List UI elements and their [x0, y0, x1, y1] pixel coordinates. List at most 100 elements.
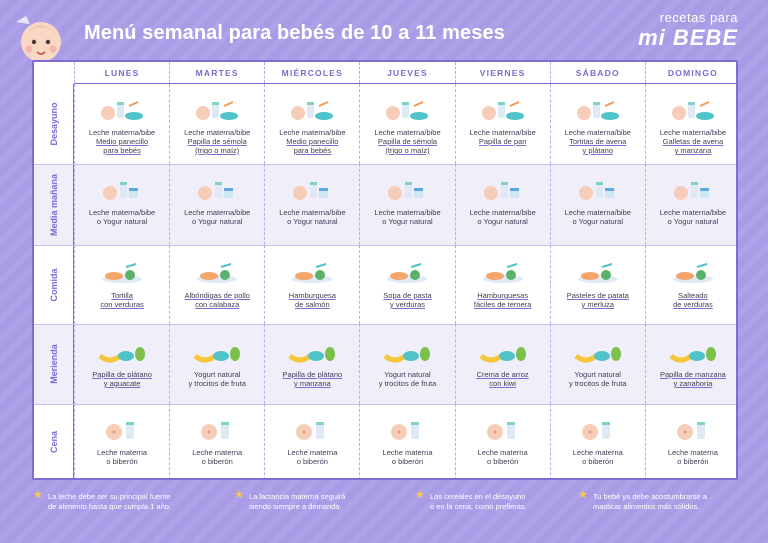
breakfast-icon	[667, 100, 719, 122]
menu-cell: Crema de arroz con kiwi	[454, 324, 550, 404]
breakfast-icon	[381, 100, 433, 122]
meal-icon	[191, 263, 243, 285]
menu-cell-line-2: y trocitos de fruta	[378, 379, 437, 388]
menu-cell-line-1: Tortilla	[111, 291, 133, 300]
menu-cell-line-2: o biberón	[296, 457, 328, 466]
menu-cell-line-2: de salmón	[295, 300, 330, 309]
note-2-line-1: La lactancia materna seguirá	[249, 492, 346, 501]
meal-label-cell: Merienda	[34, 324, 74, 404]
menu-cell-line-1: Pasteles de patata	[566, 291, 629, 300]
day-lunes: LUNES	[74, 62, 169, 83]
menu-cell: Leche materna/bibe o Yogur natural	[264, 164, 359, 245]
menu-cell-line-2: con kiwi	[489, 379, 516, 388]
menu-cell-line-1: Hamburguesa	[288, 291, 336, 300]
menu-cell-line-1: Papilla de manzana	[659, 370, 726, 379]
milk-yogurt-icon	[286, 180, 338, 202]
note-4-line-1: Tu bebé ya debe acostumbrarse a	[593, 492, 707, 501]
snack-icon	[381, 342, 433, 364]
meal-icon	[286, 263, 338, 285]
menu-cell-line-1: Leche materna/bibe	[469, 128, 536, 137]
menu-cell: Leche materna/bibe Tortitas de avena y plá…	[549, 84, 645, 164]
milk-bottle-icon	[96, 420, 148, 442]
day-miercoles: MIÉRCOLES	[264, 62, 359, 83]
menu-cell-line-3: (trigo o maíz)	[195, 146, 240, 155]
menu-cell-line-2: o Yogur natural	[191, 217, 243, 226]
star-icon: ★	[234, 489, 244, 501]
menu-cell-line-1: Albóndigas de pollo	[184, 291, 250, 300]
menu-cell: Leche materna/bibe o Yogur natural	[359, 164, 454, 245]
meal-label: Media mañana	[48, 173, 59, 236]
menu-cell-line-1: Leche materna/bibe	[564, 128, 631, 137]
menu-cell-line-2: o Yogur natural	[287, 217, 338, 226]
menu-cell-line-2: Papilla de sémola	[377, 137, 438, 146]
day-viernes: VIERNES	[454, 62, 550, 83]
note-1-line-1: La leche debe ser su principal fuente	[48, 492, 171, 501]
menu-cell-line-1: Leche materna/bibe	[88, 128, 156, 137]
menu-cell: Leche materna o biberón	[549, 404, 645, 478]
menu-cell-line-2: o biberón	[677, 457, 709, 466]
menu-cell: Tortilla con verduras	[74, 245, 169, 324]
menu-cell-line-1: Leche materna	[287, 448, 338, 457]
meal-label-cell: Cena	[34, 404, 74, 478]
menu-cell-line-1: Leche materna	[382, 448, 433, 457]
menu-cell-line-2: con calabaza	[195, 300, 240, 309]
menu-cell-line-1: Leche materna	[97, 448, 148, 457]
row-divider	[34, 164, 736, 165]
row-divider	[34, 404, 736, 405]
menu-cell: Leche materna o biberón	[169, 404, 264, 478]
note-3-line-2: o en la cena, como prefieras.	[430, 501, 527, 511]
menu-cell-line-3: para bebés	[293, 146, 332, 155]
menu-cell-line-2: Medio panecillo	[286, 137, 339, 146]
note-2-line-2: siendo siempre a demanda.	[249, 501, 342, 511]
row-merienda: Merienda Papilla de plátano y aguacate Yogu…	[34, 324, 736, 404]
menu-cell-line-2: o Yogur natural	[667, 217, 719, 226]
snack-icon	[286, 342, 338, 364]
menu-cell-line-2: Galletas de avena	[662, 137, 724, 146]
menu-cell-line-2: de verduras	[673, 300, 713, 309]
meal-icon	[572, 263, 624, 285]
meal-label-cell: Media mañana	[34, 164, 74, 245]
page-title: Menú semanal para bebés de 10 a 11 meses	[84, 22, 505, 44]
menu-cell-line-1: Leche materna/bibe	[659, 208, 727, 217]
brand-top: recetas para	[659, 10, 738, 25]
snack-icon	[96, 342, 148, 364]
milk-yogurt-icon	[191, 180, 243, 202]
day-sabado: SÁBADO	[549, 62, 645, 83]
day-martes: MARTES	[169, 62, 264, 83]
day-domingo: DOMINGO	[644, 62, 736, 83]
menu-cell: Papilla de plátano y aguacate	[74, 324, 169, 404]
menu-cell: Papilla de plátano y manzana	[264, 324, 359, 404]
menu-cell-line-2: o Yogur natural	[96, 217, 148, 226]
milk-yogurt-icon	[667, 180, 719, 202]
milk-yogurt-icon	[477, 180, 529, 202]
menu-cell: Leche materna o biberón	[359, 404, 454, 478]
snack-icon	[191, 342, 243, 364]
milk-bottle-icon	[381, 420, 433, 442]
menu-cell: Leche materna o biberón	[454, 404, 550, 478]
snack-icon	[572, 342, 624, 364]
menu-cell: Sopa de pasta y verduras	[359, 245, 454, 324]
menu-cell-line-1: Leche materna/bibe	[88, 208, 156, 217]
meal-label: Desayuno	[48, 102, 59, 146]
menu-cell-line-2: o biberón	[582, 457, 614, 466]
menu-cell: Papilla de manzana y zanahoria	[644, 324, 736, 404]
menu-cell: Leche materna/bibe o Yogur natural	[74, 164, 169, 245]
menu-cell-line-2: o Yogur natural	[477, 217, 528, 226]
menu-cell-line-1: Leche materna/bibe	[279, 208, 346, 217]
menu-cell: Leche materna o biberón	[644, 404, 736, 478]
menu-cell-line-1: Leche materna/bibe	[659, 128, 727, 137]
menu-cell-line-2: y aguacate	[103, 379, 141, 388]
baby-face-icon	[16, 16, 61, 62]
milk-bottle-icon	[572, 420, 624, 442]
menu-cell-line-2: y merluza	[581, 300, 615, 309]
menu-cell-line-1: Leche materna/bibe	[374, 128, 441, 137]
menu-cell-line-3: y plátano	[582, 146, 613, 155]
menu-cell-line-3: (trigo o maíz)	[385, 146, 430, 155]
menu-cell-line-2: con verduras	[100, 300, 144, 309]
menu-cell: Leche materna/bibe o Yogur natural	[454, 164, 550, 245]
meal-label: Cena	[48, 430, 59, 454]
meal-label: Comida	[48, 267, 59, 302]
note-1-line-2: de alimento hasta que cumpla 1 año.	[48, 501, 171, 511]
menu-cell: Leche materna/bibe o Yogur natural	[169, 164, 264, 245]
menu-cell-line-3: y manzana	[674, 146, 712, 155]
